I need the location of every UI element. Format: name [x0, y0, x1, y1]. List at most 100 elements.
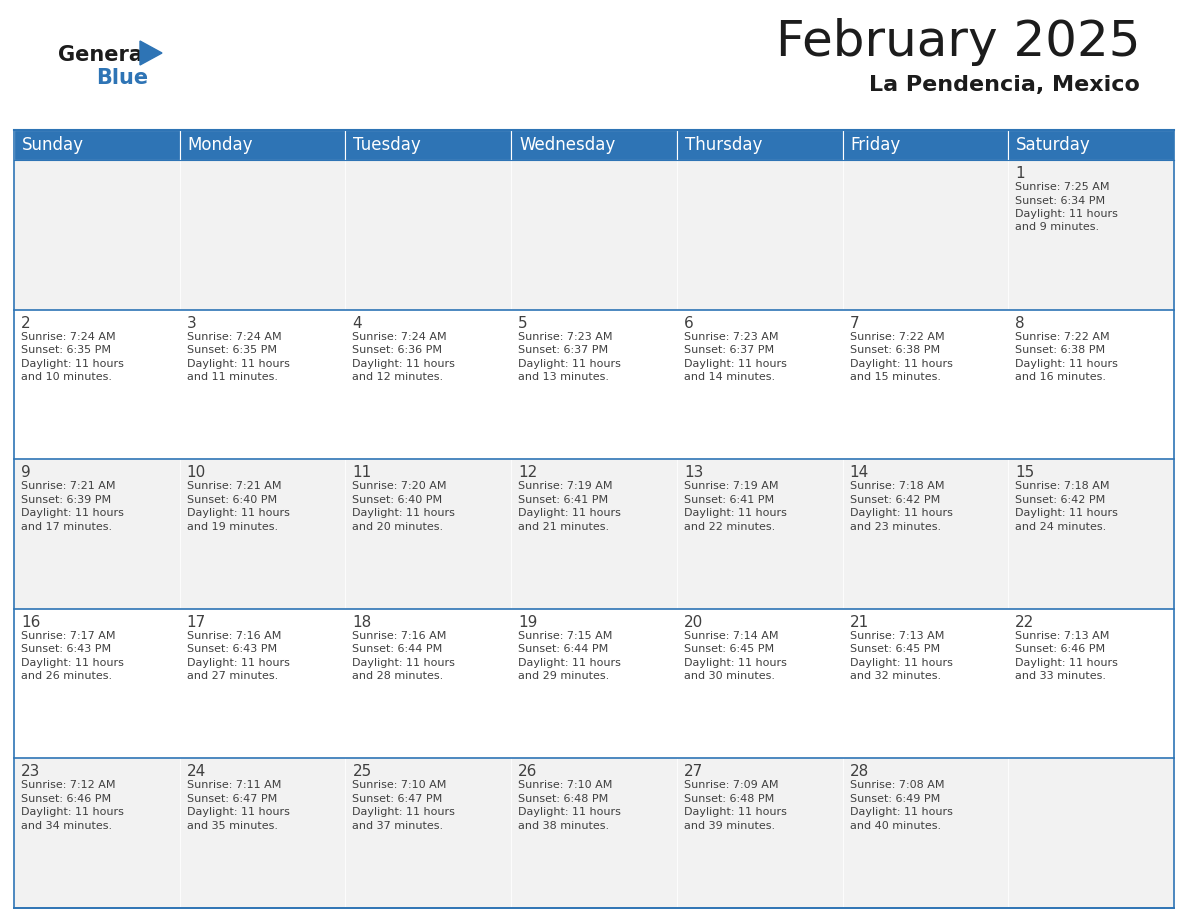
- Bar: [842, 160, 1009, 309]
- Text: Daylight: 11 hours: Daylight: 11 hours: [21, 359, 124, 369]
- Text: Sunset: 6:43 PM: Sunset: 6:43 PM: [21, 644, 112, 655]
- Text: and 40 minutes.: and 40 minutes.: [849, 821, 941, 831]
- Text: Sunset: 6:34 PM: Sunset: 6:34 PM: [1016, 196, 1105, 206]
- Text: Sunset: 6:49 PM: Sunset: 6:49 PM: [849, 794, 940, 804]
- Text: Sunrise: 7:21 AM: Sunrise: 7:21 AM: [187, 481, 282, 491]
- Text: Daylight: 11 hours: Daylight: 11 hours: [849, 509, 953, 518]
- Text: Sunrise: 7:13 AM: Sunrise: 7:13 AM: [849, 631, 944, 641]
- Text: Sunset: 6:39 PM: Sunset: 6:39 PM: [21, 495, 112, 505]
- Text: and 37 minutes.: and 37 minutes.: [353, 821, 443, 831]
- Text: Sunrise: 7:09 AM: Sunrise: 7:09 AM: [684, 780, 778, 790]
- Text: Daylight: 11 hours: Daylight: 11 hours: [187, 509, 290, 518]
- Text: Sunrise: 7:24 AM: Sunrise: 7:24 AM: [21, 331, 115, 341]
- Text: 3: 3: [187, 316, 196, 330]
- Bar: [346, 459, 511, 609]
- Text: 18: 18: [353, 615, 372, 630]
- Bar: [1009, 758, 1174, 908]
- Bar: [14, 309, 179, 459]
- Bar: [346, 160, 511, 309]
- Bar: [677, 609, 842, 758]
- Bar: [511, 459, 677, 609]
- Text: Daylight: 11 hours: Daylight: 11 hours: [187, 808, 290, 817]
- Text: 5: 5: [518, 316, 527, 330]
- Text: 27: 27: [684, 765, 703, 779]
- Text: 11: 11: [353, 465, 372, 480]
- Text: Sunrise: 7:16 AM: Sunrise: 7:16 AM: [187, 631, 282, 641]
- Bar: [511, 309, 677, 459]
- Text: Sunrise: 7:19 AM: Sunrise: 7:19 AM: [684, 481, 778, 491]
- Text: 9: 9: [21, 465, 31, 480]
- Text: Wednesday: Wednesday: [519, 136, 615, 154]
- Text: Daylight: 11 hours: Daylight: 11 hours: [684, 359, 786, 369]
- Text: and 9 minutes.: and 9 minutes.: [1016, 222, 1099, 232]
- Text: Sunrise: 7:23 AM: Sunrise: 7:23 AM: [518, 331, 613, 341]
- Bar: [677, 459, 842, 609]
- Text: 25: 25: [353, 765, 372, 779]
- Bar: [677, 160, 842, 309]
- Text: Daylight: 11 hours: Daylight: 11 hours: [21, 509, 124, 518]
- Text: and 30 minutes.: and 30 minutes.: [684, 671, 775, 681]
- Text: Blue: Blue: [96, 68, 148, 88]
- Bar: [842, 309, 1009, 459]
- Text: and 13 minutes.: and 13 minutes.: [518, 372, 609, 382]
- Text: Daylight: 11 hours: Daylight: 11 hours: [1016, 509, 1118, 518]
- Bar: [1009, 160, 1174, 309]
- Text: Sunset: 6:38 PM: Sunset: 6:38 PM: [849, 345, 940, 355]
- Text: 14: 14: [849, 465, 868, 480]
- Text: General: General: [58, 45, 150, 65]
- Text: Sunset: 6:44 PM: Sunset: 6:44 PM: [353, 644, 443, 655]
- Text: Sunset: 6:48 PM: Sunset: 6:48 PM: [684, 794, 775, 804]
- Text: Sunrise: 7:22 AM: Sunrise: 7:22 AM: [1016, 331, 1110, 341]
- Text: Sunrise: 7:13 AM: Sunrise: 7:13 AM: [1016, 631, 1110, 641]
- Bar: [1009, 130, 1174, 160]
- Text: Sunrise: 7:18 AM: Sunrise: 7:18 AM: [1016, 481, 1110, 491]
- Text: Sunset: 6:42 PM: Sunset: 6:42 PM: [849, 495, 940, 505]
- Text: 1: 1: [1016, 166, 1025, 181]
- Text: and 23 minutes.: and 23 minutes.: [849, 521, 941, 532]
- Text: and 24 minutes.: and 24 minutes.: [1016, 521, 1106, 532]
- Bar: [511, 609, 677, 758]
- Text: Sunset: 6:47 PM: Sunset: 6:47 PM: [187, 794, 277, 804]
- Text: Sunrise: 7:10 AM: Sunrise: 7:10 AM: [353, 780, 447, 790]
- Text: Sunrise: 7:10 AM: Sunrise: 7:10 AM: [518, 780, 613, 790]
- Bar: [14, 758, 179, 908]
- Text: 15: 15: [1016, 465, 1035, 480]
- Bar: [179, 459, 346, 609]
- Text: and 38 minutes.: and 38 minutes.: [518, 821, 609, 831]
- Text: and 19 minutes.: and 19 minutes.: [187, 521, 278, 532]
- Text: Daylight: 11 hours: Daylight: 11 hours: [849, 658, 953, 667]
- Text: and 32 minutes.: and 32 minutes.: [849, 671, 941, 681]
- Text: 2: 2: [21, 316, 31, 330]
- Text: 19: 19: [518, 615, 537, 630]
- Bar: [346, 758, 511, 908]
- Text: and 35 minutes.: and 35 minutes.: [187, 821, 278, 831]
- Text: Daylight: 11 hours: Daylight: 11 hours: [353, 359, 455, 369]
- Bar: [1009, 309, 1174, 459]
- Text: Friday: Friday: [851, 136, 901, 154]
- Text: Daylight: 11 hours: Daylight: 11 hours: [187, 359, 290, 369]
- Text: and 39 minutes.: and 39 minutes.: [684, 821, 775, 831]
- Text: Sunrise: 7:16 AM: Sunrise: 7:16 AM: [353, 631, 447, 641]
- Bar: [179, 130, 346, 160]
- Text: Sunrise: 7:12 AM: Sunrise: 7:12 AM: [21, 780, 115, 790]
- Text: Sunset: 6:47 PM: Sunset: 6:47 PM: [353, 794, 443, 804]
- Text: and 26 minutes.: and 26 minutes.: [21, 671, 112, 681]
- Bar: [511, 160, 677, 309]
- Text: Daylight: 11 hours: Daylight: 11 hours: [353, 808, 455, 817]
- Text: Sunrise: 7:20 AM: Sunrise: 7:20 AM: [353, 481, 447, 491]
- Text: Sunrise: 7:24 AM: Sunrise: 7:24 AM: [187, 331, 282, 341]
- Text: 16: 16: [21, 615, 40, 630]
- Text: and 11 minutes.: and 11 minutes.: [187, 372, 278, 382]
- Text: Tuesday: Tuesday: [353, 136, 422, 154]
- Text: Sunrise: 7:24 AM: Sunrise: 7:24 AM: [353, 331, 447, 341]
- Bar: [842, 758, 1009, 908]
- Text: Daylight: 11 hours: Daylight: 11 hours: [518, 359, 621, 369]
- Text: Sunset: 6:35 PM: Sunset: 6:35 PM: [21, 345, 110, 355]
- Bar: [1009, 459, 1174, 609]
- Text: Daylight: 11 hours: Daylight: 11 hours: [684, 509, 786, 518]
- Text: 13: 13: [684, 465, 703, 480]
- Text: Daylight: 11 hours: Daylight: 11 hours: [518, 808, 621, 817]
- Bar: [14, 130, 179, 160]
- Text: Daylight: 11 hours: Daylight: 11 hours: [849, 359, 953, 369]
- Text: 17: 17: [187, 615, 206, 630]
